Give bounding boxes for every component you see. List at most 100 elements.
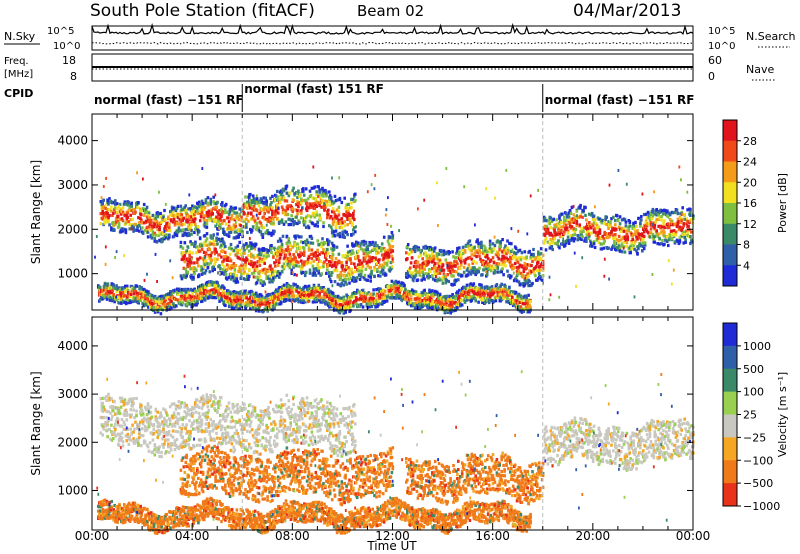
echo-pixel xyxy=(340,306,344,310)
echo-pixel xyxy=(635,235,638,239)
echo-pixel xyxy=(237,298,241,302)
echo-pixel xyxy=(268,304,271,308)
echo-pixel xyxy=(276,273,279,277)
echo-pixel xyxy=(337,252,341,256)
echo-pixel xyxy=(434,256,438,260)
echo-pixel xyxy=(569,238,573,242)
station-title: South Pole Station (fitACF) xyxy=(90,1,315,21)
echo-pixel xyxy=(340,282,344,286)
echo-pixel xyxy=(198,203,202,207)
echo-pixel xyxy=(377,260,380,264)
echo-pixel xyxy=(192,207,195,211)
echo-pixel xyxy=(380,249,383,253)
echo-pixel xyxy=(368,256,371,260)
echo-pixel xyxy=(275,208,278,212)
echo-pixel xyxy=(441,263,445,267)
echo-pixel xyxy=(629,249,632,253)
echo-pixel xyxy=(189,258,192,262)
echo-pixel xyxy=(203,288,207,292)
echo-pixel xyxy=(461,252,465,256)
echo-pixel xyxy=(615,227,618,231)
echo-pixel xyxy=(510,242,513,246)
echo-pixel xyxy=(186,270,189,274)
echo-pixel xyxy=(636,251,639,255)
echo-pixel xyxy=(356,249,360,253)
echo-pixel xyxy=(552,217,555,221)
echo-pixel xyxy=(515,279,519,283)
echo-pixel xyxy=(211,236,214,240)
echo-pixel xyxy=(302,270,305,274)
echo-pixel xyxy=(292,253,295,257)
echo-pixel xyxy=(613,245,616,249)
echo-pixel xyxy=(626,235,630,239)
echo-pixel xyxy=(172,214,176,218)
echo-pixel xyxy=(602,246,606,250)
echo-pixel xyxy=(190,295,193,299)
echo-pixel xyxy=(323,191,326,195)
echo-pixel xyxy=(168,233,171,237)
echo-pixel xyxy=(191,210,194,214)
echo-pixel xyxy=(170,306,173,310)
echo-pixel xyxy=(381,291,384,295)
echo-pixel xyxy=(570,205,574,209)
echo-pixel xyxy=(143,229,147,233)
echo-pixel xyxy=(262,196,266,200)
echo-pixel xyxy=(205,219,209,223)
echo-pixel xyxy=(222,268,225,272)
echo-pixel xyxy=(234,264,238,268)
echo-pixel xyxy=(181,246,185,250)
echo-pixel xyxy=(296,242,299,246)
echo-pixel xyxy=(562,242,565,247)
echo-pixel xyxy=(308,189,312,193)
echo-pixel xyxy=(126,215,130,219)
echo-pixel xyxy=(352,216,355,220)
echo-pixel xyxy=(299,253,302,257)
echo-pixel xyxy=(641,249,644,253)
echo-pixel xyxy=(299,297,302,301)
echo-pixel xyxy=(163,294,166,298)
echo-pixel xyxy=(614,233,617,237)
echo-pixel xyxy=(321,237,324,241)
echo-pixel xyxy=(664,225,667,230)
echo-pixel xyxy=(657,232,660,236)
echo-pixel xyxy=(104,216,107,220)
echo-pixel xyxy=(312,259,316,263)
echo-pixel xyxy=(233,268,237,272)
echo-pixel xyxy=(369,292,373,296)
echo-pixel xyxy=(466,273,470,277)
echo-pixel xyxy=(648,235,652,239)
echo-pixel xyxy=(585,225,588,229)
echo-pixel xyxy=(238,240,241,244)
echo-pixel xyxy=(302,220,305,224)
echo-pixel xyxy=(589,241,593,245)
echo-pixel xyxy=(253,219,257,223)
echo-pixel xyxy=(331,292,335,296)
echo-pixel xyxy=(102,205,105,209)
echo-pixel xyxy=(458,246,461,250)
echo-pixel xyxy=(167,301,170,305)
echo-pixel xyxy=(251,225,255,229)
echo-pixel xyxy=(342,255,345,259)
echo-pixel xyxy=(685,217,688,221)
echo-pixel xyxy=(453,269,456,273)
echo-pixel xyxy=(440,278,444,282)
echo-pixel xyxy=(205,232,209,236)
echo-pixel xyxy=(658,236,661,240)
echo-pixel xyxy=(204,261,208,265)
echo-pixel xyxy=(514,246,518,250)
echo-pixel xyxy=(188,250,191,254)
echo-pixel xyxy=(243,251,246,256)
echo-pixel xyxy=(331,298,335,302)
echo-pixel xyxy=(297,253,300,257)
echo-pixel xyxy=(590,211,594,216)
echo-pixel xyxy=(581,215,584,219)
echo-pixel xyxy=(289,291,293,295)
echo-pixel xyxy=(217,284,220,288)
echo-pixel xyxy=(456,249,459,253)
echo-pixel xyxy=(108,208,111,212)
echo-pixel xyxy=(293,287,296,292)
echo-pixel xyxy=(435,254,439,258)
echo-pixel xyxy=(388,296,392,300)
echo-pixel xyxy=(318,190,321,194)
echo-pixel xyxy=(389,285,393,290)
